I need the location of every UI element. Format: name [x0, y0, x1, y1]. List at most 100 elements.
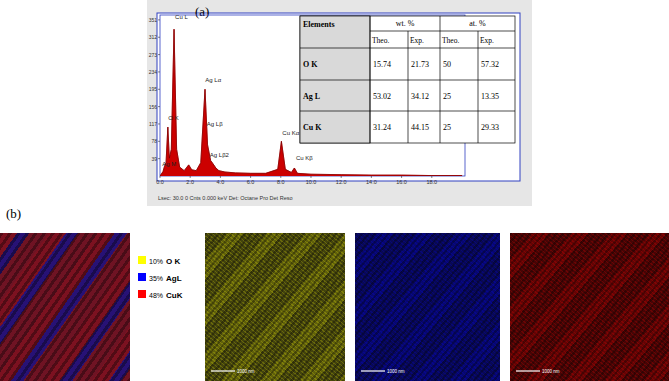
spectrum-box	[157, 13, 520, 181]
table-first-column	[300, 16, 370, 143]
table-subheader: Theo.	[372, 36, 389, 45]
peak-label: O K	[168, 115, 178, 121]
peak-label: Ag Lβ2	[210, 152, 230, 158]
x-tick-label: 10.0	[306, 179, 317, 185]
y-tick-label: 156	[149, 104, 158, 110]
y-tick	[158, 123, 160, 124]
element-map	[510, 233, 669, 381]
element-map	[205, 233, 345, 381]
peak-label: Cu Kβ	[296, 155, 313, 161]
legend-element: CuK	[166, 291, 183, 300]
x-tick-label: 16.0	[396, 179, 407, 185]
table-cell: 15.74	[373, 60, 391, 69]
x-tick	[220, 176, 221, 178]
table-cell: Cu K	[303, 123, 322, 132]
y-tick	[158, 19, 160, 20]
table-cell: 29.33	[481, 123, 499, 132]
legend-element: O K	[166, 257, 180, 266]
x-tick-label: 18.0	[426, 179, 437, 185]
y-tick-label: 39	[151, 156, 157, 162]
table-cell: O K	[303, 60, 318, 69]
composite-map	[0, 233, 130, 381]
table-cell: 13.35	[481, 92, 499, 101]
x-tick	[280, 176, 281, 178]
panel-a-background	[147, 0, 532, 206]
x-tick-label: 8.0	[277, 179, 285, 185]
y-tick	[158, 71, 160, 72]
y-tick	[158, 54, 160, 55]
x-tick	[190, 176, 191, 178]
figure: (a) (b) 39 78 117 156 195 234 273 312 351 0.0 2.0 4.0…	[0, 0, 669, 381]
y-tick	[158, 89, 160, 90]
table-subheader: Exp.	[480, 36, 494, 45]
x-tick	[431, 176, 432, 178]
legend-swatch	[138, 273, 146, 281]
x-tick	[250, 176, 251, 178]
scale-bar-label: 1000 nm	[542, 369, 560, 374]
peak-label: Ag Lα	[205, 77, 221, 83]
table-header: Elements	[303, 20, 335, 29]
table-subheader: Theo.	[442, 36, 459, 45]
scale-bar-label: 1000 nm	[387, 369, 405, 374]
plot-frame	[160, 15, 465, 176]
table-cell: 31.24	[373, 123, 391, 132]
x-tick-label: 0.0	[156, 179, 164, 185]
table-rule	[408, 31, 409, 143]
peak-label: Ag M	[162, 161, 176, 167]
x-tick	[371, 176, 372, 178]
x-tick	[310, 176, 311, 178]
table-cell: 44.15	[411, 123, 429, 132]
y-tick-label: 78	[151, 138, 157, 144]
y-tick-label: 273	[149, 52, 158, 58]
legend-swatch	[138, 290, 146, 298]
x-tick	[341, 176, 342, 178]
table: Elementswt. %at. %Theo.Exp.Theo.Exp.O K1…	[300, 16, 515, 143]
peak-label: Cu Kα	[282, 130, 299, 136]
peak-label: Ag Lβ	[207, 121, 223, 127]
y-tick-label: 234	[149, 69, 158, 75]
legend-element: AgL	[166, 274, 182, 283]
table-frame	[300, 16, 515, 143]
element-map	[355, 233, 500, 381]
y-tick-label: 351	[149, 17, 158, 23]
table-cell: 21.73	[411, 60, 429, 69]
x-tick-label: 4.0	[217, 179, 225, 185]
scale-bar	[516, 370, 540, 371]
table-cell: 34.12	[411, 92, 429, 101]
table-header: at. %	[469, 19, 486, 28]
table-rule	[478, 31, 479, 143]
scale-bar	[211, 370, 235, 371]
table-cell: Ag L	[303, 92, 320, 101]
table-rule	[300, 80, 515, 81]
scale-bar-label: 1000 nm	[237, 369, 255, 374]
legend-percent: 10%	[149, 258, 163, 265]
table-header: wt. %	[396, 19, 415, 28]
table-rule	[300, 111, 515, 112]
y-tick	[158, 106, 160, 107]
y-tick	[158, 141, 160, 142]
table-rule	[370, 16, 371, 143]
legend-percent: 35%	[149, 275, 163, 282]
table-rule	[300, 48, 515, 49]
y-tick-label: 195	[149, 86, 158, 92]
footer: Lsec: 30.0 0 Cnts 0.000 keV Det: Octane …	[158, 195, 293, 201]
x-tick	[401, 176, 402, 178]
panel-label: (b)	[6, 206, 21, 221]
x-tick	[160, 176, 161, 178]
legend-percent: 48%	[149, 292, 163, 299]
y-tick	[158, 37, 160, 38]
table-cell: 50	[443, 60, 451, 69]
x-tick-label: 2.0	[186, 179, 194, 185]
panel-label: (a)	[195, 4, 209, 19]
y-tick-label: 117	[149, 121, 157, 127]
table-rule	[440, 16, 441, 143]
x-tick-label: 12.0	[336, 179, 347, 185]
y-tick-label: 312	[149, 34, 158, 40]
table-cell: 53.02	[373, 92, 391, 101]
table-cell: 57.32	[481, 60, 499, 69]
table-rule	[370, 31, 515, 32]
scale-bar	[361, 370, 385, 371]
peak-label: Cu L	[175, 14, 188, 20]
x-tick-label: 6.0	[247, 179, 255, 185]
table-cell: 25	[443, 123, 451, 132]
